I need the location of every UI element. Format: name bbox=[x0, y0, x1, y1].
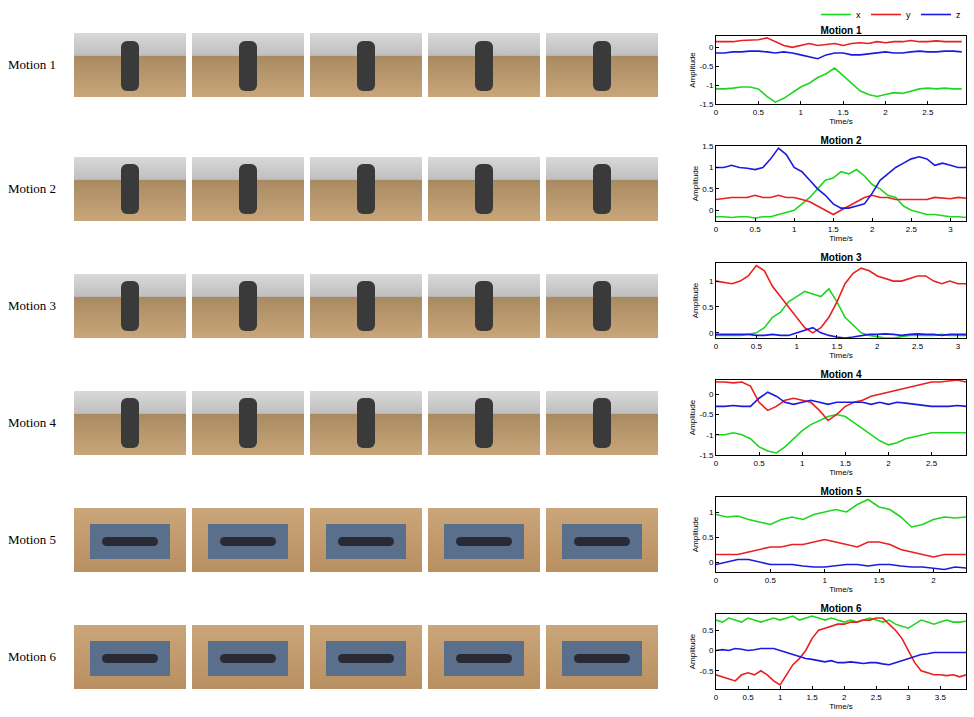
svg-text:1: 1 bbox=[799, 108, 804, 117]
svg-text:1.5: 1.5 bbox=[828, 225, 840, 234]
svg-text:1.5: 1.5 bbox=[831, 342, 843, 351]
svg-text:-0.5: -0.5 bbox=[700, 62, 714, 71]
svg-text:2.5: 2.5 bbox=[912, 342, 924, 351]
svg-text:Amplitude: Amplitude bbox=[691, 282, 700, 318]
svg-text:1: 1 bbox=[800, 459, 805, 468]
svg-text:Amplitude: Amplitude bbox=[688, 399, 697, 435]
svg-text:0: 0 bbox=[714, 342, 719, 351]
svg-text:0: 0 bbox=[709, 390, 714, 399]
svg-text:Amplitude: Amplitude bbox=[688, 52, 697, 88]
svg-text:2: 2 bbox=[842, 693, 847, 702]
svg-text:Motion 3: Motion 3 bbox=[820, 252, 862, 263]
svg-text:Amplitude: Amplitude bbox=[691, 165, 700, 201]
svg-text:Motion 2: Motion 2 bbox=[820, 135, 862, 146]
svg-text:1.5: 1.5 bbox=[873, 576, 885, 585]
svg-text:1.5: 1.5 bbox=[840, 459, 852, 468]
svg-text:-1: -1 bbox=[706, 431, 714, 440]
svg-text:3: 3 bbox=[906, 693, 911, 702]
svg-text:0.5: 0.5 bbox=[702, 303, 714, 312]
svg-text:0.5: 0.5 bbox=[751, 342, 763, 351]
svg-text:3: 3 bbox=[948, 225, 953, 234]
svg-text:Time/s: Time/s bbox=[829, 585, 853, 594]
svg-text:Amplitude: Amplitude bbox=[691, 516, 700, 552]
svg-text:0: 0 bbox=[709, 646, 714, 655]
html-text:Motion 3: Motion 3 bbox=[8, 297, 56, 313]
svg-text:2.5: 2.5 bbox=[922, 108, 934, 117]
svg-text:2: 2 bbox=[883, 108, 888, 117]
svg-text:2: 2 bbox=[870, 225, 875, 234]
svg-text:0: 0 bbox=[714, 459, 719, 468]
svg-text:0.5: 0.5 bbox=[765, 576, 777, 585]
svg-text:x: x bbox=[856, 10, 861, 20]
svg-text:0: 0 bbox=[709, 206, 714, 215]
svg-text:-1: -1 bbox=[706, 81, 714, 90]
html-text:Motion 4: Motion 4 bbox=[8, 414, 56, 430]
svg-text:1: 1 bbox=[709, 163, 714, 172]
svg-text:1: 1 bbox=[778, 693, 783, 702]
svg-text:0: 0 bbox=[709, 43, 714, 52]
svg-text:Motion 6: Motion 6 bbox=[820, 603, 862, 614]
html-text:Motion 1: Motion 1 bbox=[8, 57, 56, 72]
svg-text:0.5: 0.5 bbox=[742, 693, 754, 702]
svg-text:1: 1 bbox=[709, 277, 714, 286]
svg-text:0.5: 0.5 bbox=[754, 459, 766, 468]
svg-text:-1.5: -1.5 bbox=[700, 451, 714, 460]
svg-text:0.5: 0.5 bbox=[702, 626, 714, 635]
svg-text:1: 1 bbox=[794, 342, 799, 351]
html-text:Motion 6: Motion 6 bbox=[8, 648, 56, 664]
svg-text:y: y bbox=[906, 10, 911, 20]
svg-text:2.5: 2.5 bbox=[871, 693, 883, 702]
svg-text:1.5: 1.5 bbox=[702, 142, 714, 151]
svg-text:2.5: 2.5 bbox=[926, 459, 938, 468]
svg-text:1.5: 1.5 bbox=[838, 108, 850, 117]
svg-text:z: z bbox=[956, 10, 961, 20]
html-text:Motion 2: Motion 2 bbox=[8, 180, 56, 196]
svg-text:1.5: 1.5 bbox=[807, 693, 819, 702]
svg-text:Time/s: Time/s bbox=[829, 468, 853, 477]
svg-text:-0.5: -0.5 bbox=[700, 667, 714, 676]
svg-text:0: 0 bbox=[709, 329, 714, 338]
svg-text:Motion 1: Motion 1 bbox=[820, 25, 862, 36]
svg-text:-0.5: -0.5 bbox=[700, 410, 714, 419]
svg-text:0.5: 0.5 bbox=[702, 185, 714, 194]
svg-text:2: 2 bbox=[931, 576, 936, 585]
svg-text:0.5: 0.5 bbox=[753, 108, 765, 117]
svg-text:2: 2 bbox=[875, 342, 880, 351]
svg-text:1: 1 bbox=[792, 225, 797, 234]
svg-text:0: 0 bbox=[709, 558, 714, 567]
svg-text:Time/s: Time/s bbox=[829, 117, 853, 126]
svg-text:3.5: 3.5 bbox=[935, 693, 947, 702]
svg-text:0: 0 bbox=[714, 108, 719, 117]
svg-text:0: 0 bbox=[714, 576, 719, 585]
svg-text:Motion 5: Motion 5 bbox=[820, 486, 862, 497]
svg-text:0: 0 bbox=[714, 693, 719, 702]
svg-text:0.5: 0.5 bbox=[702, 533, 714, 542]
svg-text:0.5: 0.5 bbox=[749, 225, 761, 234]
svg-text:Motion 4: Motion 4 bbox=[820, 369, 862, 380]
svg-text:Time/s: Time/s bbox=[829, 702, 853, 711]
svg-text:Time/s: Time/s bbox=[829, 234, 853, 243]
svg-text:2: 2 bbox=[886, 459, 891, 468]
svg-text:1: 1 bbox=[709, 508, 714, 517]
svg-text:1: 1 bbox=[822, 576, 827, 585]
svg-text:Time/s: Time/s bbox=[829, 351, 853, 360]
svg-text:2.5: 2.5 bbox=[906, 225, 918, 234]
svg-text:3: 3 bbox=[956, 342, 961, 351]
html-text:Motion 5: Motion 5 bbox=[8, 531, 56, 547]
svg-text:0: 0 bbox=[714, 225, 719, 234]
svg-text:-1.5: -1.5 bbox=[700, 100, 714, 109]
svg-text:Amplitude: Amplitude bbox=[688, 633, 697, 669]
